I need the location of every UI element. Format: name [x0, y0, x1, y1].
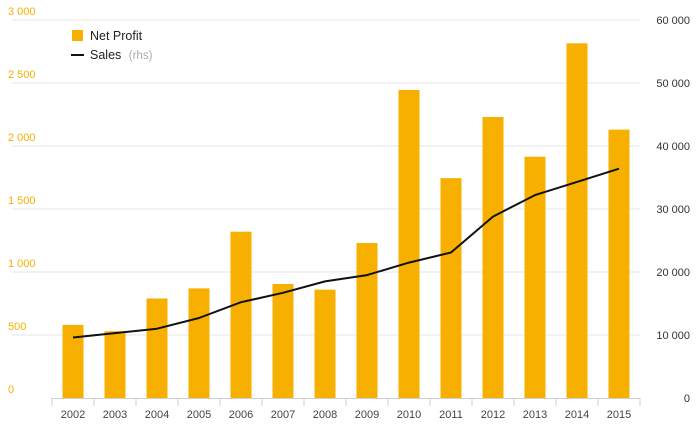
bar-net-profit-2006 [230, 231, 252, 398]
bar-net-profit-2013 [524, 156, 546, 398]
y-left-tick-label: 2 000 [8, 132, 36, 144]
x-tick-label-2007: 2007 [271, 409, 295, 421]
y-left-tick-label: 1 500 [8, 195, 36, 207]
x-tick-label-2013: 2013 [523, 409, 547, 421]
x-tick-label-2010: 2010 [397, 409, 421, 421]
y-right-tick-label: 50 000 [656, 78, 690, 90]
x-tick-label-2009: 2009 [355, 409, 379, 421]
x-tick-label-2008: 2008 [313, 409, 337, 421]
sales-line [72, 167, 620, 339]
y-left-tick-label: 0 [8, 384, 14, 396]
bar-net-profit-2010 [398, 89, 420, 399]
bar-net-profit-2008 [314, 289, 336, 398]
legend-label-sales-suffix: (rhs) [129, 50, 153, 62]
bar-net-profit-2004 [146, 298, 168, 398]
y-right-tick-label: 40 000 [656, 141, 690, 153]
bar-net-profit-2009 [356, 243, 378, 398]
x-tick-label-2011: 2011 [439, 409, 463, 421]
y-left-tick-label: 1 000 [8, 258, 36, 270]
y-left-tick-label: 500 [8, 321, 26, 333]
legend-label-sales-name: Sales [90, 48, 121, 62]
x-tick-label-2015: 2015 [607, 409, 631, 421]
net-profit-bars [62, 43, 630, 399]
bar-net-profit-2002 [62, 324, 84, 398]
x-tick-label-2014: 2014 [565, 409, 589, 421]
legend-label-net-profit: Net Profit [90, 29, 143, 43]
x-tick-label-2006: 2006 [229, 409, 253, 421]
bar-net-profit-2003 [104, 331, 126, 398]
bar-net-profit-2012 [482, 117, 504, 399]
x-tick-label-2002: 2002 [61, 409, 85, 421]
axes: 0 500 1 000 1 500 2 000 2 500 3 000 0 10 000 20 0… [8, 6, 690, 421]
y-right-tick-label: 20 000 [656, 267, 690, 279]
legend: Net Profit Sales (rhs) [71, 29, 153, 62]
bar-net-profit-2015 [608, 129, 630, 398]
y-left-tick-label: 3 000 [8, 6, 36, 18]
y-right-tick-label: 0 [684, 393, 690, 405]
legend-label-sales: Sales (rhs) [90, 48, 153, 62]
bar-net-profit-2007 [272, 283, 294, 398]
sales-line-series [72, 167, 620, 339]
bar-net-profit-2005 [188, 288, 210, 398]
legend-swatch-net-profit [72, 30, 83, 41]
y-right-tick-label: 60 000 [656, 15, 690, 27]
y-left-tick-label: 2 500 [8, 69, 36, 81]
bar-net-profit-2011 [440, 178, 462, 398]
y-right-tick-label: 10 000 [656, 330, 690, 342]
x-tick-label-2003: 2003 [103, 409, 127, 421]
x-tick-label-2005: 2005 [187, 409, 211, 421]
gridlines [12, 19, 640, 336]
x-tick-label-2004: 2004 [145, 409, 169, 421]
bar-net-profit-2014 [566, 43, 588, 399]
y-right-tick-label: 30 000 [656, 204, 690, 216]
x-tick-label-2012: 2012 [481, 409, 505, 421]
